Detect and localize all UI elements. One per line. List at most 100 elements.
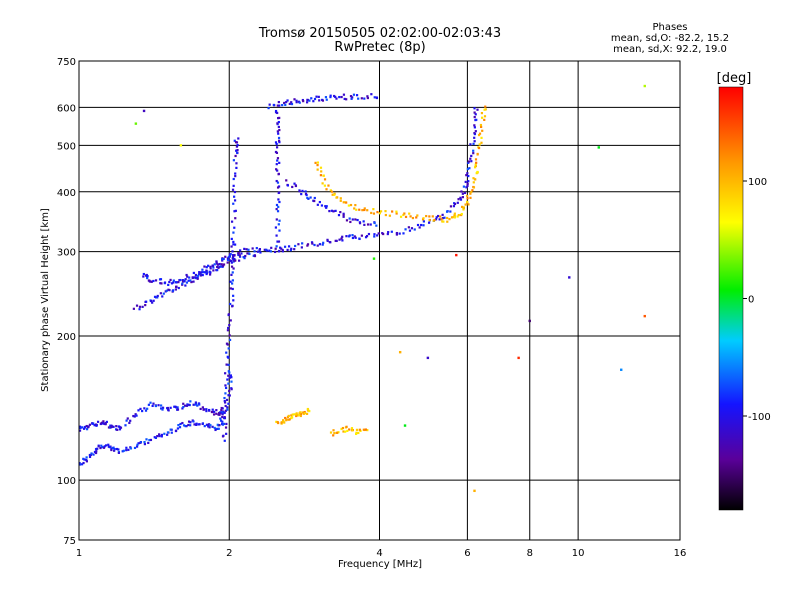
data-point bbox=[313, 97, 317, 101]
data-point bbox=[446, 216, 449, 220]
data-point bbox=[359, 429, 362, 432]
data-point bbox=[125, 449, 128, 452]
data-point bbox=[360, 234, 363, 237]
data-point bbox=[402, 213, 405, 217]
data-point bbox=[463, 191, 467, 195]
data-point bbox=[355, 94, 359, 97]
data-point bbox=[224, 386, 228, 390]
data-point bbox=[472, 177, 475, 180]
data-point bbox=[134, 122, 138, 125]
data-point bbox=[196, 404, 199, 407]
data-point bbox=[474, 163, 477, 166]
data-point bbox=[201, 406, 204, 409]
data-point bbox=[224, 372, 227, 375]
data-point bbox=[78, 429, 82, 432]
data-point bbox=[466, 197, 469, 200]
data-point bbox=[303, 412, 307, 415]
data-point bbox=[282, 419, 285, 422]
data-point bbox=[112, 425, 115, 428]
data-point bbox=[305, 193, 308, 197]
data-point bbox=[363, 97, 366, 100]
data-point bbox=[223, 396, 226, 400]
data-point bbox=[620, 368, 623, 371]
data-point bbox=[144, 409, 148, 412]
data-point bbox=[338, 238, 341, 241]
data-point bbox=[280, 421, 283, 425]
data-point bbox=[162, 292, 165, 295]
data-point bbox=[275, 218, 278, 221]
data-point bbox=[284, 416, 287, 420]
data-point bbox=[195, 422, 198, 425]
data-point bbox=[316, 168, 319, 171]
data-point bbox=[170, 282, 174, 285]
data-point bbox=[117, 448, 120, 451]
data-point bbox=[212, 413, 216, 416]
data-point bbox=[228, 338, 232, 342]
data-point bbox=[103, 422, 106, 426]
data-point bbox=[195, 423, 198, 426]
data-point bbox=[78, 425, 82, 428]
data-point bbox=[372, 212, 376, 215]
data-point bbox=[312, 100, 315, 103]
data-point bbox=[298, 412, 301, 415]
data-point bbox=[194, 276, 197, 279]
data-point bbox=[160, 433, 163, 437]
data-point bbox=[219, 412, 222, 415]
data-point bbox=[358, 222, 362, 225]
data-point bbox=[174, 429, 178, 432]
data-point bbox=[332, 434, 335, 437]
data-point bbox=[395, 212, 398, 215]
data-point bbox=[416, 214, 419, 217]
data-point bbox=[462, 185, 465, 188]
data-point bbox=[88, 453, 91, 457]
scatter-points bbox=[78, 84, 646, 493]
data-point bbox=[442, 220, 445, 223]
data-point bbox=[474, 113, 477, 116]
data-point bbox=[229, 253, 232, 256]
data-point bbox=[227, 374, 230, 377]
data-point bbox=[369, 223, 372, 226]
data-point bbox=[466, 194, 469, 198]
data-point bbox=[154, 279, 158, 282]
data-point bbox=[191, 276, 194, 280]
data-point bbox=[290, 414, 293, 417]
data-point bbox=[422, 220, 425, 223]
data-point bbox=[149, 299, 153, 303]
data-point bbox=[234, 141, 238, 144]
data-point bbox=[270, 246, 273, 249]
data-point bbox=[274, 226, 278, 229]
data-point bbox=[230, 220, 234, 223]
data-point bbox=[181, 421, 184, 425]
data-point bbox=[222, 422, 226, 425]
data-point bbox=[132, 307, 135, 310]
data-point bbox=[187, 423, 190, 427]
data-point bbox=[125, 419, 128, 422]
data-point bbox=[315, 95, 318, 98]
data-point bbox=[388, 214, 391, 217]
data-point bbox=[227, 382, 230, 385]
data-point bbox=[422, 217, 425, 220]
data-point bbox=[192, 280, 195, 283]
data-point bbox=[225, 363, 228, 366]
data-point bbox=[332, 429, 335, 432]
data-point bbox=[177, 286, 180, 290]
data-point bbox=[256, 250, 259, 253]
data-point bbox=[118, 425, 121, 429]
data-point bbox=[135, 414, 138, 417]
data-point bbox=[193, 423, 196, 426]
data-point bbox=[228, 394, 231, 397]
data-point bbox=[431, 215, 434, 218]
y-tick-label: 750 bbox=[57, 57, 76, 68]
data-point bbox=[202, 408, 206, 411]
data-point bbox=[104, 422, 107, 425]
data-point bbox=[147, 403, 150, 406]
data-point bbox=[399, 215, 403, 218]
data-point bbox=[101, 422, 105, 425]
data-point bbox=[331, 193, 334, 196]
data-point bbox=[228, 259, 232, 262]
data-point bbox=[232, 159, 235, 162]
data-point bbox=[228, 254, 231, 258]
data-point bbox=[343, 97, 346, 101]
data-point bbox=[233, 195, 236, 198]
data-point bbox=[317, 95, 320, 98]
